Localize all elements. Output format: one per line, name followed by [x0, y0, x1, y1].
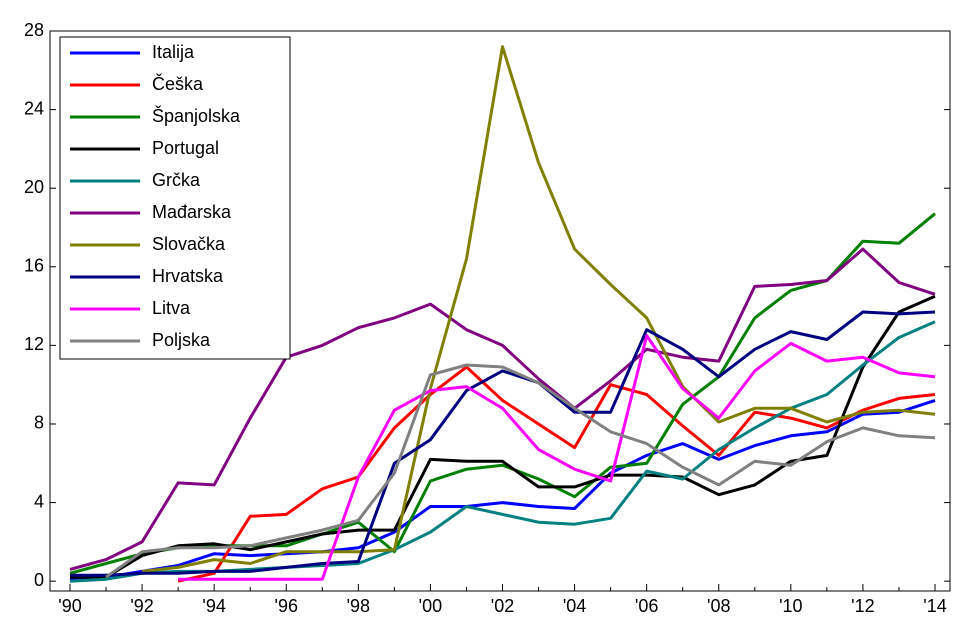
line-series [105, 363, 936, 579]
legend-label: Mađarska [152, 202, 232, 222]
line-series [69, 247, 936, 571]
y-tick-label: 8 [34, 413, 44, 433]
y-tick-label: 24 [24, 98, 44, 118]
y-tick-label: 0 [34, 570, 44, 590]
legend-box [59, 36, 291, 360]
y-tick-label: 16 [24, 256, 44, 276]
legend-label: Portugal [152, 138, 219, 158]
x-tick-label: '98 [347, 596, 370, 616]
legend-label: Češka [152, 73, 204, 94]
legend-label: Litva [152, 298, 191, 318]
x-tick-label: '94 [202, 596, 225, 616]
x-tick-label: '10 [779, 596, 802, 616]
x-tick-label: '02 [491, 596, 514, 616]
x-tick-label: '04 [563, 596, 586, 616]
x-tick-label: '08 [707, 596, 730, 616]
x-tick-label: '14 [923, 596, 946, 616]
x-tick-label: '12 [851, 596, 874, 616]
plot-frame [49, 30, 951, 592]
x-tick-label: '92 [130, 596, 153, 616]
y-tick-label: 20 [24, 177, 44, 197]
legend-label: Slovačka [152, 234, 226, 254]
legend-label: Grčka [152, 170, 201, 190]
y-tick-label: 4 [34, 491, 44, 511]
line-series [70, 294, 936, 579]
x-tick-label: '00 [419, 596, 442, 616]
x-tick-label: '06 [635, 596, 658, 616]
legend-label: Italija [152, 42, 195, 62]
legend-label: Španjolska [152, 105, 241, 126]
x-tick-label: '90 [58, 596, 81, 616]
line-series [70, 310, 936, 577]
line-series [178, 334, 936, 581]
line-series [69, 320, 936, 583]
line-series [69, 398, 936, 581]
y-tick-label: 28 [24, 20, 44, 40]
line-series [141, 45, 936, 573]
legend-label: Poljska [152, 330, 211, 350]
y-tick-label: 12 [24, 334, 44, 354]
x-tick-label: '96 [275, 596, 298, 616]
line-series [177, 365, 936, 583]
line-series [69, 212, 936, 575]
legend-label: Hrvatska [152, 266, 224, 286]
